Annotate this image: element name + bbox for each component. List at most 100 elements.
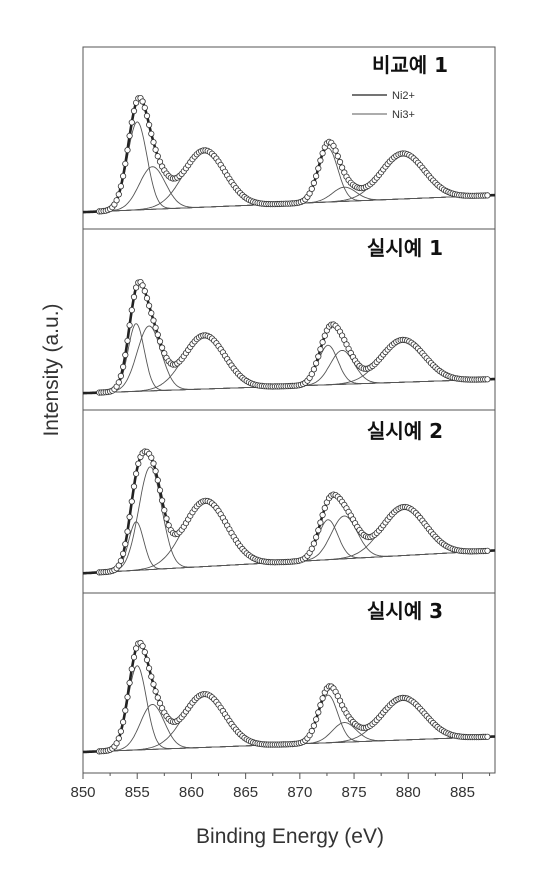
panel-title: 실시예 1 (367, 236, 443, 260)
data-point (124, 337, 131, 344)
panel-frame (82, 592, 496, 774)
data-point (332, 147, 339, 154)
data-point (124, 147, 131, 154)
data-point (143, 295, 151, 302)
data-point (312, 716, 320, 723)
x-tick-label: 870 (287, 784, 312, 801)
data-point (141, 648, 148, 656)
data-point (319, 511, 326, 519)
panels: 비교예 1 실시예 1 실시예 2 실시예 3 (82, 46, 496, 774)
data-point (321, 332, 328, 339)
panel-title: 실시예 2 (367, 419, 443, 443)
data-point (120, 718, 127, 726)
y-axis-label: Intensity (a.u.) (40, 303, 63, 436)
data-point (310, 540, 317, 547)
x-tick-label: 860 (179, 784, 204, 801)
x-tick-label: 865 (233, 784, 258, 801)
data-point (143, 112, 151, 120)
data-point (484, 192, 491, 199)
data-point (315, 709, 322, 716)
data-point (126, 322, 133, 329)
ni2p1-component-a-curve (82, 519, 495, 574)
data-point (154, 153, 161, 160)
data-point (130, 293, 138, 301)
data-point (484, 733, 491, 740)
data-point (315, 165, 322, 172)
measured-data-points (96, 278, 491, 396)
data-point (148, 454, 155, 461)
data-point (130, 107, 138, 115)
data-point (152, 146, 159, 153)
data-point (334, 153, 341, 160)
data-point (152, 467, 159, 475)
data-point (139, 282, 146, 289)
data-point (308, 727, 315, 735)
data-point (154, 694, 161, 701)
data-point (152, 324, 159, 331)
data-point (312, 173, 320, 180)
data-point (122, 540, 129, 548)
x-tick-label: 880 (396, 784, 421, 801)
data-point (154, 477, 161, 484)
data-point (128, 665, 135, 673)
data-point (133, 284, 140, 291)
data-point (154, 331, 161, 338)
data-point (150, 139, 157, 146)
data-point (319, 150, 326, 157)
panel-4: 실시예 3 (82, 592, 496, 774)
data-point (139, 98, 146, 105)
measured-data-points (96, 639, 491, 755)
data-point (156, 700, 164, 707)
data-point (122, 160, 129, 167)
data-point (163, 515, 170, 522)
data-point (146, 665, 153, 672)
data-point (143, 656, 151, 664)
data-point (159, 497, 166, 504)
data-point (308, 545, 315, 552)
data-point (148, 130, 155, 137)
data-point (115, 735, 122, 742)
data-point (124, 528, 131, 535)
data-point (152, 688, 159, 695)
x-tick-label: 855 (125, 784, 150, 801)
fit-envelope-curve (82, 450, 496, 575)
data-point (126, 513, 133, 521)
data-point (317, 519, 324, 526)
data-point (484, 547, 491, 554)
data-point (148, 310, 155, 317)
data-point (156, 487, 164, 494)
data-point (156, 338, 164, 345)
panel-title: 실시예 3 (367, 599, 443, 623)
panel-3: 실시예 2 (82, 409, 496, 594)
data-point (146, 121, 153, 129)
data-point (141, 287, 148, 295)
data-point (312, 360, 320, 367)
data-point (139, 642, 146, 650)
data-point (310, 722, 317, 729)
ni2-component-curve (82, 521, 495, 574)
data-point (120, 173, 127, 180)
x-axis-label: Binding Energy (eV) (196, 825, 384, 848)
x-axis: 850 855 860 865 870 875 880 885 Binding Energy … (70, 773, 491, 848)
legend-label-ni3: Ni3+ (392, 109, 415, 121)
data-point (117, 728, 125, 735)
data-point (161, 507, 168, 514)
data-point (317, 701, 324, 709)
ni2-component-curve (82, 323, 495, 394)
legend-label-ni2: Ni2+ (392, 90, 415, 102)
data-point (338, 164, 346, 171)
data-point (150, 460, 157, 467)
data-point (120, 550, 127, 557)
panel-2: 실시예 1 (82, 228, 496, 411)
ni3-component-curve (82, 466, 495, 574)
x-tick-labels: 850 855 860 865 870 875 880 885 (70, 784, 475, 801)
data-point (159, 344, 166, 351)
data-point (113, 740, 120, 747)
data-point (128, 119, 135, 126)
data-point (146, 302, 153, 309)
data-point (128, 306, 135, 314)
panel-title: 비교예 1 (372, 53, 448, 77)
measured-data-points (96, 448, 491, 576)
data-point (484, 376, 491, 383)
data-point (124, 693, 131, 701)
